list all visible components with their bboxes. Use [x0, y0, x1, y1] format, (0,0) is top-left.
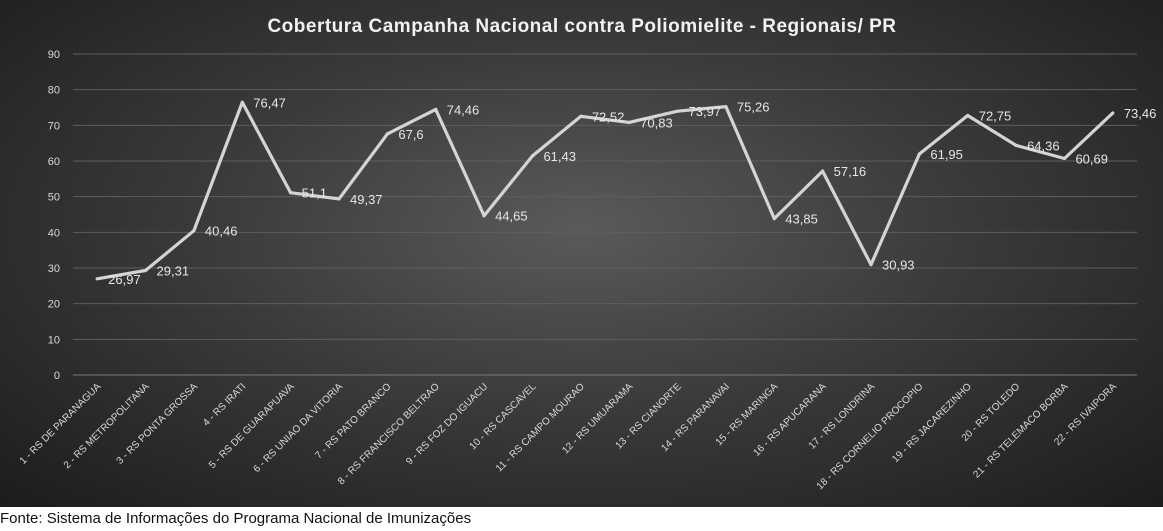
- x-tick-label: 8 - RS FRANCISCO BELTRAO: [336, 381, 442, 487]
- data-label: 49,37: [350, 192, 383, 207]
- x-tick-label: 11 - RS CAMPO MOURAO: [494, 381, 587, 474]
- data-label: 43,85: [785, 212, 818, 227]
- line-chart: Cobertura Campanha Nacional contra Polio…: [18, 16, 1157, 492]
- data-point: [869, 263, 873, 267]
- y-tick-label: 70: [48, 120, 60, 132]
- data-label: 64,36: [1027, 138, 1060, 153]
- y-tick-label: 0: [54, 370, 60, 382]
- x-tick-label: 19 - RS JACAREZINHO: [890, 381, 974, 465]
- data-label: 76,47: [253, 95, 286, 110]
- data-point: [1111, 111, 1115, 115]
- data-point: [482, 214, 486, 218]
- y-tick-label: 90: [48, 49, 60, 61]
- y-tick-label: 20: [48, 299, 60, 311]
- data-point: [821, 169, 825, 173]
- x-tick-label: 5 - RS DE GUARAPUAVA: [207, 381, 297, 471]
- series-line: [96, 100, 1114, 281]
- x-tick-label: 9 - RS FOZ DO IGUACU: [404, 381, 490, 467]
- data-point: [1014, 143, 1018, 148]
- data-label: 72,52: [592, 109, 625, 124]
- y-tick-label: 50: [48, 192, 60, 204]
- data-point: [966, 113, 970, 118]
- x-tick-label: 6 - RS UNIAO DA VITORIA: [251, 381, 345, 475]
- data-point: [675, 109, 680, 113]
- y-tick-label: 80: [48, 85, 60, 97]
- x-tick-label: 21 - RS TELEMACO BORBA: [971, 381, 1070, 480]
- data-label: 26,97: [108, 272, 141, 287]
- data-point: [240, 100, 244, 104]
- y-tick-label: 60: [48, 156, 60, 168]
- data-label: 70,83: [640, 115, 673, 130]
- data-point: [772, 217, 776, 221]
- data-label: 61,43: [543, 149, 576, 164]
- data-point: [143, 268, 148, 273]
- data-point: [434, 107, 438, 112]
- x-tick-label: 3 - RS PONTA GROSSA: [115, 381, 201, 467]
- data-point: [192, 229, 196, 233]
- data-label: 61,95: [930, 147, 963, 162]
- data-label: 44,65: [495, 209, 528, 224]
- y-tick-label: 40: [48, 227, 60, 239]
- data-point: [579, 114, 583, 118]
- data-label: 60,69: [1075, 152, 1108, 167]
- y-tick-label: 10: [48, 334, 60, 346]
- data-point: [95, 277, 99, 281]
- data-point: [724, 104, 728, 109]
- data-label: 72,75: [979, 109, 1012, 124]
- data-label: 29,31: [157, 263, 190, 278]
- data-point: [289, 191, 293, 195]
- data-point: [917, 152, 921, 156]
- series-layer: [96, 100, 1114, 281]
- data-label: 57,16: [834, 164, 867, 179]
- gridlines: [73, 53, 1137, 376]
- y-tick-label: 30: [48, 263, 60, 275]
- x-tick-label: 2 - RS METROPOLITANA: [62, 381, 152, 471]
- data-point: [530, 154, 535, 158]
- chart-area: Cobertura Campanha Nacional contra Polio…: [0, 0, 1163, 507]
- x-tick-label: 4 - RS IRATI: [201, 381, 248, 428]
- data-point: [385, 132, 389, 136]
- data-label: 30,93: [882, 258, 915, 273]
- data-label: 67,6: [398, 127, 423, 142]
- data-label: 75,26: [737, 100, 770, 115]
- x-tick-label: 18 - RS CORNELIO PROCOPIO: [815, 381, 926, 492]
- data-labels: 26,97 29,31 40,46 76,47 51,1 49,37 67,6 74,46 44…: [95, 95, 1157, 287]
- data-point: [627, 120, 631, 124]
- chart-title: Cobertura Campanha Nacional contra Polio…: [267, 16, 896, 37]
- data-label: 73,97: [689, 104, 722, 119]
- data-label: 51,1: [302, 186, 327, 201]
- data-label: 74,46: [447, 102, 480, 117]
- data-label: 40,46: [205, 224, 238, 239]
- data-label: 73,46: [1124, 106, 1157, 121]
- source-note: Fonte: Sistema de Informações do Program…: [0, 510, 472, 527]
- y-axis-ticks: 0 10 20 30 40 50 60 70 80 90: [48, 49, 60, 382]
- x-tick-label: 1 - RS DE PARANAGUA: [18, 381, 104, 467]
- data-point: [1062, 156, 1067, 161]
- data-point: [337, 197, 341, 201]
